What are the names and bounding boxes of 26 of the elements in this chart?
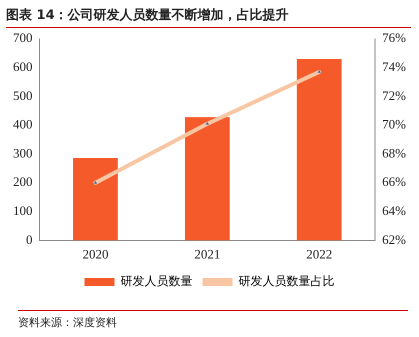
y2-tick-label: 76% [382,30,406,46]
legend-label: 研发人员数量占比 [238,274,334,288]
y2-tick-label: 66% [382,174,406,190]
y-tick-label: 300 [13,145,32,160]
x-tick-label: 2021 [194,246,220,262]
chart-title: 图表 14：公司研发人员数量不断增加，占比提升 [6,6,411,28]
y2-tick-label: 74% [382,59,406,74]
y-tick-label: 700 [13,30,32,46]
x-tick-label: 2020 [82,246,108,262]
y2-tick-label: 68% [382,145,406,160]
y2-tick-label: 64% [382,203,406,218]
y-tick-label: 400 [13,116,32,132]
bar [73,158,118,240]
y-tick-label: 200 [13,174,32,190]
y-tick-label: 500 [13,88,32,103]
y-tick-label: 100 [13,203,32,218]
y2-tick-label: 62% [382,232,406,247]
x-tick-label: 2022 [306,246,332,262]
bar [184,117,230,240]
y-tick-label: 600 [13,59,32,74]
y2-tick-label: 72% [382,88,406,103]
bar [296,58,342,240]
legend-label: 研发人员数量 [120,274,192,288]
y-tick-label: 0 [26,232,32,247]
y2-tick-label: 70% [382,116,406,132]
text: 资料来源：深度资料 [18,310,408,330]
